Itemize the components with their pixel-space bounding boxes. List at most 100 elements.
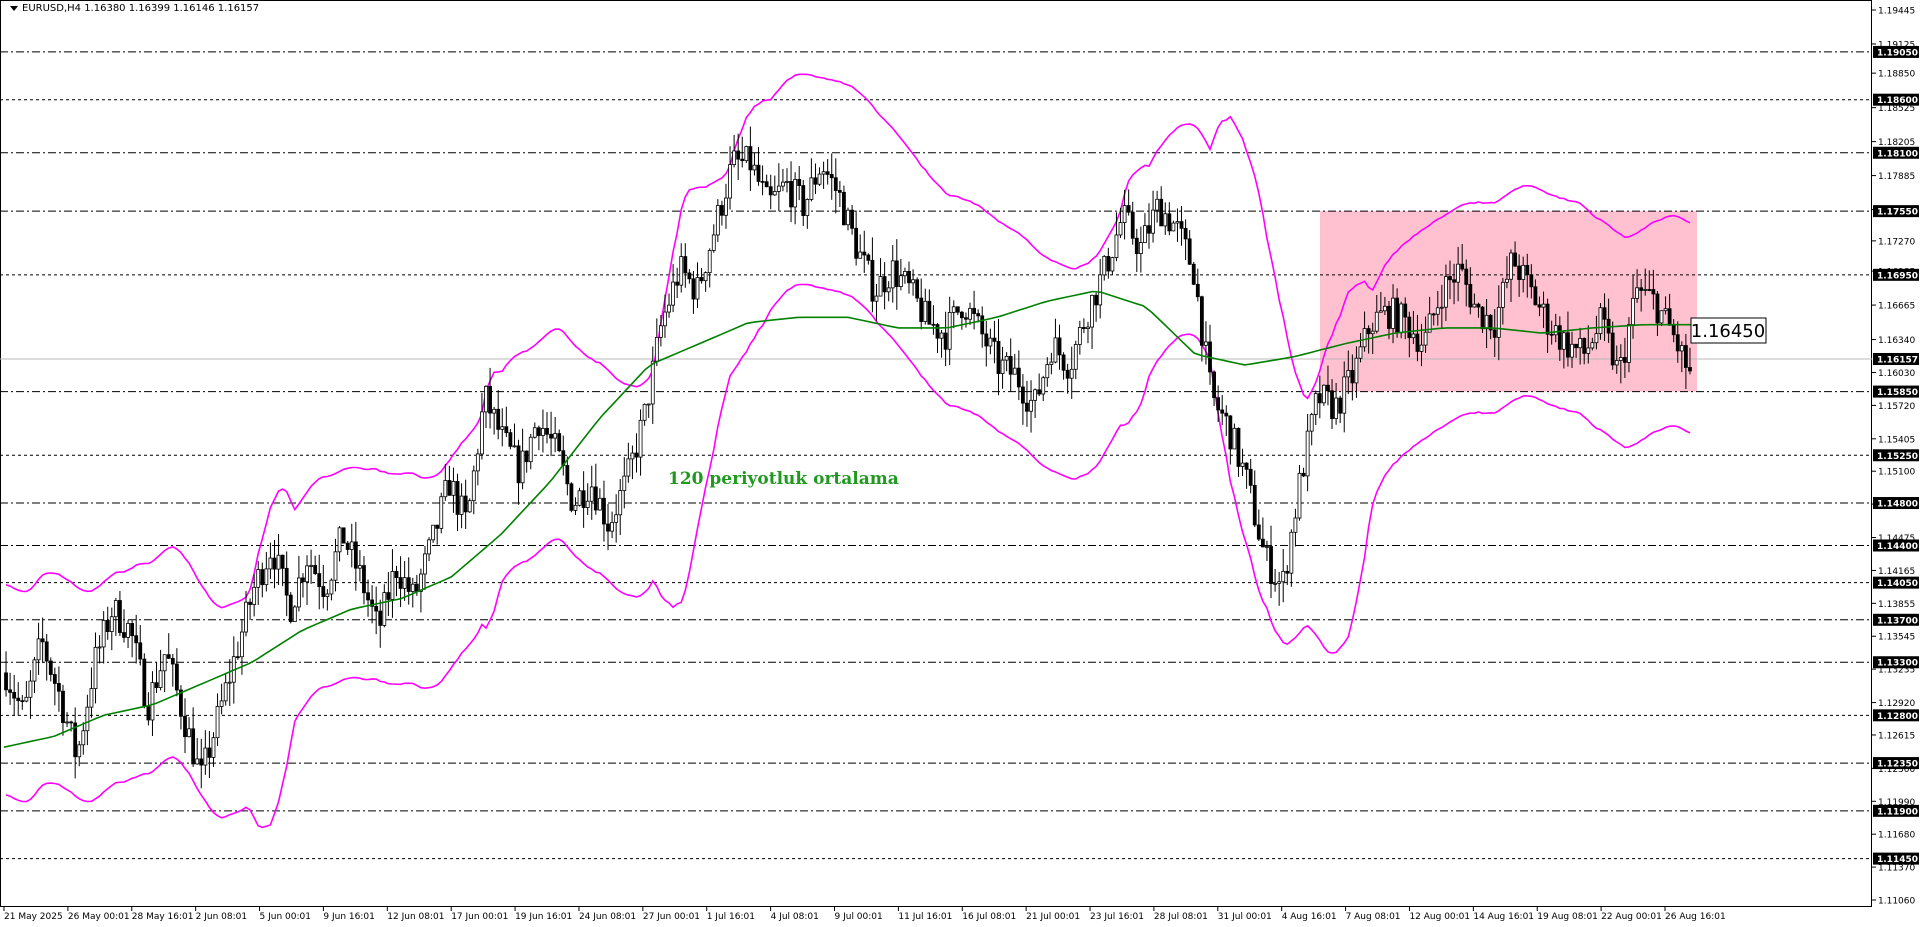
candle-body <box>618 490 623 516</box>
candle-body <box>1236 427 1241 467</box>
candle-body <box>1110 257 1115 272</box>
candle-body <box>1590 342 1595 349</box>
candle-body <box>898 275 903 287</box>
x-tick-label: 21 Jul 00:01 <box>1026 912 1080 922</box>
x-tick-label: 4 Aug 16:01 <box>1282 912 1337 922</box>
candle-body <box>248 601 252 605</box>
candle-body <box>882 276 887 293</box>
x-tick-label: 7 Aug 08:01 <box>1346 912 1401 922</box>
candle-body <box>968 307 972 320</box>
candle-body <box>1500 281 1505 308</box>
chevron-down-icon[interactable] <box>10 5 18 11</box>
candle-body <box>1545 303 1550 335</box>
y-tick-label: 1.13855 <box>1878 600 1915 610</box>
candle-body <box>785 181 789 183</box>
candle-body <box>1350 370 1355 384</box>
candle-body <box>1171 222 1176 232</box>
candle-body <box>1395 297 1400 334</box>
candle-body <box>337 527 342 553</box>
candle-body <box>943 332 948 350</box>
candle-body <box>427 539 431 555</box>
candle-body <box>1204 341 1208 346</box>
candle-body <box>207 747 212 758</box>
candle-body <box>292 606 297 622</box>
price-callout-text: 1.16450 <box>1691 321 1765 342</box>
candle-body <box>118 600 122 633</box>
candle-body <box>48 660 53 675</box>
candle-body <box>313 565 318 575</box>
y-tick-label: 1.12920 <box>1878 699 1915 709</box>
time-axis[interactable]: 21 May 2025 26 May 00:01 28 May 16:01 2 Jun… <box>3 907 1726 922</box>
candle-body <box>1179 221 1184 229</box>
candle-body <box>927 300 932 325</box>
candle-body <box>577 490 582 506</box>
candle-body <box>276 554 281 570</box>
x-tick-label: 14 Aug 16:01 <box>1473 912 1534 922</box>
candle-body <box>768 186 773 196</box>
candle-body <box>1159 198 1164 227</box>
candle-body <box>1029 399 1033 412</box>
candle-body <box>1435 307 1440 315</box>
price-axis[interactable]: 1.19445 1.19125 1.18850 1.18525 1.18205 1.178… <box>1872 7 1919 907</box>
level-tag-bg <box>1873 576 1919 589</box>
candle-body <box>894 260 899 287</box>
candle-body <box>781 181 785 187</box>
x-tick-label: 27 Jun 00:01 <box>643 912 700 922</box>
candle-body <box>101 619 106 648</box>
candle-body <box>1627 324 1631 363</box>
y-tick-label: 1.17270 <box>1878 237 1915 247</box>
candle-body <box>1391 297 1395 329</box>
candle-body <box>1045 364 1050 379</box>
candle-body <box>24 696 29 702</box>
level-tag-bg <box>1873 613 1919 626</box>
candle-body <box>406 577 411 592</box>
candle-body <box>431 524 436 541</box>
candle-body <box>1041 377 1046 395</box>
candle-body <box>394 570 399 578</box>
candle-body <box>553 433 558 439</box>
candle-body <box>597 497 602 511</box>
candle-body <box>1383 305 1387 312</box>
level-tag-bg <box>1873 709 1919 722</box>
y-tick-label: 1.15405 <box>1878 435 1915 445</box>
candle-body <box>1175 221 1180 224</box>
candle-body <box>646 403 651 406</box>
candle-body <box>866 254 871 261</box>
candle-body <box>984 333 989 347</box>
candle-body <box>325 593 330 597</box>
candle-body <box>691 278 696 300</box>
candle-body <box>179 689 183 717</box>
y-tick-label: 1.11990 <box>1878 798 1915 808</box>
candle-body <box>809 177 814 200</box>
candle-body <box>435 524 440 529</box>
candle-body <box>73 722 78 758</box>
y-tick-label: 1.18850 <box>1878 70 1915 80</box>
candle-body <box>996 340 1001 375</box>
candle-body <box>272 557 277 570</box>
candle-body <box>886 287 891 293</box>
candle-body <box>524 450 529 463</box>
candle-body <box>1114 234 1119 258</box>
candle-body <box>370 599 375 607</box>
candle-body <box>1317 393 1322 404</box>
candle-body <box>211 737 216 758</box>
candle-body <box>736 150 741 160</box>
candle-body <box>1187 238 1192 265</box>
candle-body <box>951 306 956 313</box>
candle-body <box>134 635 139 644</box>
candle-body <box>1679 345 1684 352</box>
candle-body <box>593 486 598 511</box>
candle-body <box>170 657 175 665</box>
candle-body <box>711 234 716 251</box>
candle-body <box>366 592 370 601</box>
candle-body <box>850 209 854 229</box>
candle-body <box>585 500 590 508</box>
candle-body <box>1285 571 1290 574</box>
candle-body <box>703 272 708 282</box>
candle-body <box>1004 356 1009 361</box>
candle-body <box>219 700 224 707</box>
candle-body <box>1517 265 1522 280</box>
candle-body <box>569 483 574 511</box>
y-tick-label: 1.13545 <box>1878 633 1915 643</box>
